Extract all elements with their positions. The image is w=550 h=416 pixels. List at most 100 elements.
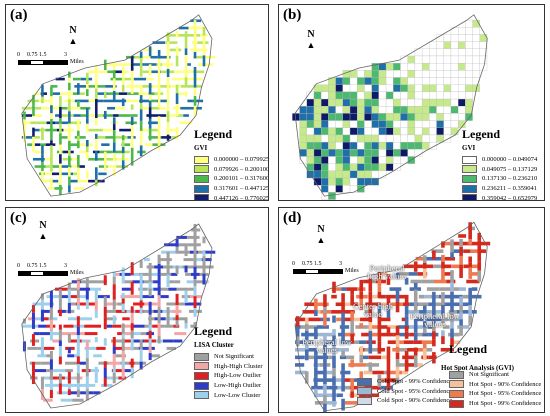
legend-item: High-High Cluster bbox=[194, 362, 263, 372]
legend-label: 0.200101 – 0.317600 bbox=[214, 175, 269, 183]
legend-swatch bbox=[357, 377, 372, 386]
legend-a: Legend GVI 0.000000 – 0.079925 0.079926 –… bbox=[194, 127, 269, 201]
legend-item: High-Low Outlier bbox=[194, 371, 263, 381]
legend-subtitle: LISA Cluster bbox=[194, 341, 234, 349]
legend-item: 0.079926 – 0.200100 bbox=[194, 165, 269, 175]
legend-label: Not Significant bbox=[214, 353, 254, 361]
panel-c-lisa-cluster-map: (c) N ▲ 0 0.75 1.5 3 Miles Legend LISA Cl… bbox=[5, 207, 269, 413]
scale-tick: 0.75 bbox=[27, 263, 38, 269]
legend-label: 0.000000 – 0.049074 bbox=[482, 156, 538, 164]
legend-title: Legend bbox=[194, 127, 233, 141]
legend-swatch bbox=[194, 155, 209, 164]
legend-swatch bbox=[449, 370, 464, 379]
north-arrow-icon: N ▲ bbox=[304, 29, 318, 50]
legend-item: Not Significant bbox=[449, 370, 541, 380]
street-segments bbox=[21, 19, 216, 196]
legend-label: Hot Spot - 99% Confidence bbox=[469, 400, 542, 408]
lisa-cluster-map bbox=[21, 223, 216, 409]
scale-tick: 3 bbox=[64, 52, 67, 58]
legend-swatch bbox=[194, 194, 209, 200]
legend-c: Legend LISA Cluster Not Significant High-… bbox=[194, 324, 263, 400]
legend-swatch bbox=[449, 380, 464, 389]
study-area-boundary bbox=[21, 14, 213, 197]
legend-label: Not Significant bbox=[469, 371, 509, 379]
legend-item: 0.000000 – 0.049074 bbox=[462, 155, 537, 165]
legend-swatch bbox=[449, 399, 464, 408]
legend-item: Not Significant bbox=[194, 352, 263, 362]
legend-item: Hot Spot - 95% Confidence bbox=[449, 389, 541, 399]
legend-label: Low-Low Cluster bbox=[214, 391, 261, 399]
street-segments bbox=[21, 224, 216, 402]
legend-item: Low-Low Cluster bbox=[194, 390, 263, 400]
legend-swatch bbox=[462, 194, 477, 200]
north-label: N bbox=[69, 25, 77, 36]
grid-cells bbox=[292, 19, 488, 200]
scale-unit: Miles bbox=[345, 268, 359, 274]
legend-item: Hot Spot - 90% Confidence bbox=[449, 380, 541, 390]
legend-item: Low-High Outlier bbox=[194, 381, 263, 391]
panel-label: (b) bbox=[283, 7, 302, 23]
north-label: N bbox=[39, 220, 47, 231]
legend-item: 0.447126 – 0.776025 bbox=[194, 193, 269, 201]
legend-swatch bbox=[194, 371, 209, 380]
north-arrow-icon: N ▲ bbox=[36, 220, 50, 241]
panel-label: (a) bbox=[10, 7, 28, 23]
legend-label: 0.079926 – 0.200100 bbox=[214, 165, 269, 173]
legend-b: Legend GVI 0.000000 – 0.049074 0.049075 –… bbox=[462, 127, 538, 200]
legend-label: High-High Cluster bbox=[214, 362, 263, 370]
scale-tick: 1.5 bbox=[39, 52, 47, 58]
scale-tick: 0 bbox=[17, 52, 20, 58]
study-area-boundary bbox=[294, 14, 488, 197]
scale-tick: 3 bbox=[339, 261, 342, 267]
legend-item: 0.359042 – 0.652979 bbox=[462, 193, 537, 200]
north-arrow-icon: N ▲ bbox=[314, 224, 328, 245]
legend-label: Hot Spot - 90% Confidence bbox=[469, 380, 542, 388]
panel-b-gvi-grid-map: (b) N ▲ Legend GVI 0.000000 – 0.049074 0.0… bbox=[278, 4, 545, 201]
legend-swatch bbox=[449, 389, 464, 398]
study-area-boundary bbox=[294, 221, 488, 412]
scale-unit: Miles bbox=[70, 270, 84, 276]
study-area-boundary bbox=[21, 223, 213, 409]
panel-label: (d) bbox=[283, 210, 302, 226]
legend-item: Cold Spot - 95% Confidence bbox=[357, 387, 452, 397]
legend-swatch bbox=[462, 155, 477, 164]
legend-subtitle: GVI bbox=[462, 144, 476, 152]
scale-tick: 0 bbox=[17, 263, 20, 269]
legend-subtitle: Hot Spot Analysis (GVI) bbox=[441, 364, 514, 372]
scale-bar: 0 0.75 1.5 3 Miles bbox=[17, 52, 84, 65]
legend-title: Legend bbox=[462, 127, 501, 141]
scale-tick: 3 bbox=[64, 263, 67, 269]
legend-label: Low-High Outlier bbox=[214, 382, 262, 390]
legend-swatch bbox=[194, 352, 209, 361]
hot-spot-map bbox=[294, 221, 491, 412]
legend-swatch bbox=[357, 396, 372, 405]
scale-unit: Miles bbox=[70, 59, 84, 65]
legend-swatch bbox=[194, 184, 209, 193]
legend-swatch bbox=[357, 387, 372, 396]
scale-bar: 0 0.75 1.5 3 Miles bbox=[292, 261, 359, 274]
street-segments bbox=[295, 222, 491, 412]
legend-label: Cold Spot - 99% Confidence bbox=[377, 378, 453, 386]
legend-item: 0.317601 – 0.447125 bbox=[194, 184, 268, 194]
legend-item: 0.200101 – 0.317600 bbox=[194, 174, 269, 184]
legend-label: 0.447126 – 0.776025 bbox=[214, 194, 269, 201]
map-annotation-peripheral-high: Peripheral high values bbox=[367, 263, 407, 281]
legend-label: Hot Spot - 95% Confidence bbox=[469, 390, 542, 398]
scale-tick: 1.5 bbox=[314, 261, 322, 267]
legend-label: 0.137130 – 0.236210 bbox=[482, 175, 538, 183]
legend-swatch bbox=[194, 165, 209, 174]
legend-subtitle: GVI bbox=[194, 144, 208, 152]
scale-tick: 0.75 bbox=[27, 52, 38, 58]
legend-swatch bbox=[194, 362, 209, 371]
scale-tick: 1.5 bbox=[39, 263, 47, 269]
map-annotation-center-high: Center high value bbox=[353, 301, 393, 319]
legend-swatch bbox=[462, 184, 477, 193]
gvi-grid-map bbox=[292, 14, 488, 200]
legend-title: Legend bbox=[449, 342, 488, 356]
legend-item: Hot Spot - 99% Confidence bbox=[449, 399, 541, 409]
legend-label: Cold Spot - 95% Confidence bbox=[377, 387, 453, 395]
legend-swatch bbox=[462, 165, 477, 174]
north-arrow-icon: N ▲ bbox=[66, 25, 80, 46]
legend-item: 0.236211 – 0.359041 bbox=[462, 184, 537, 194]
legend-swatch bbox=[194, 174, 209, 183]
